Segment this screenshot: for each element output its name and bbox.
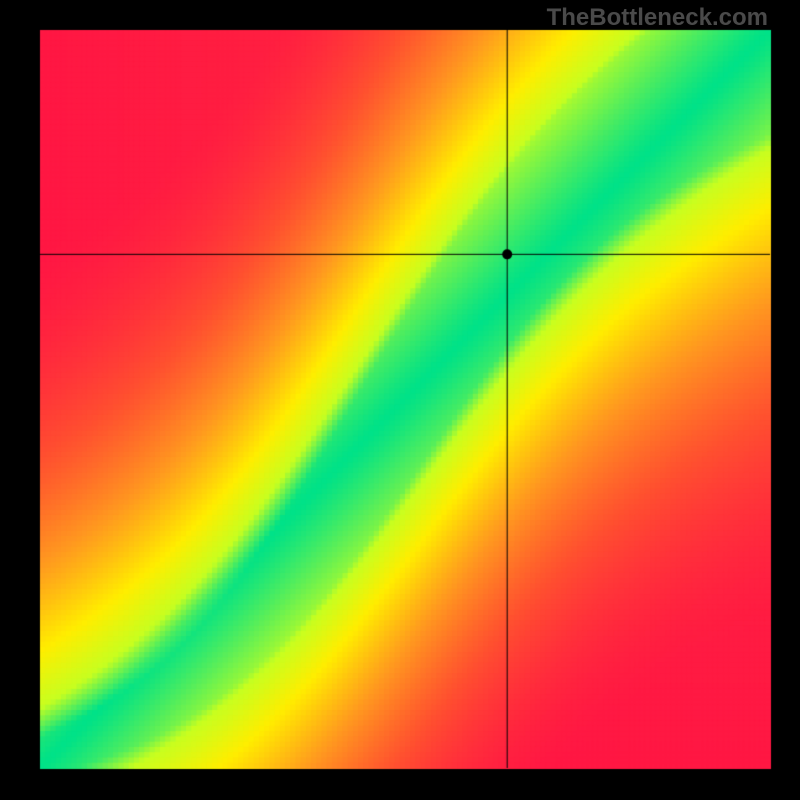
bottleneck-heatmap (0, 0, 800, 800)
watermark-text: TheBottleneck.com (547, 4, 768, 32)
chart-container: { "canvas": { "width": 800, "height": 80… (0, 0, 800, 800)
